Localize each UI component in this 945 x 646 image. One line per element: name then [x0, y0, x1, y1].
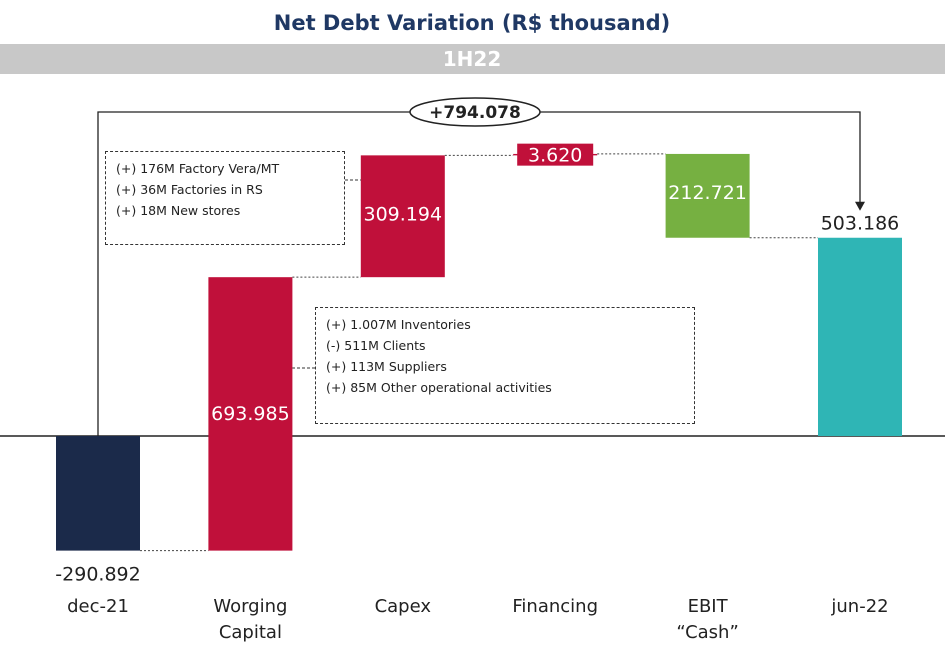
- value-label: 3.620: [528, 145, 582, 167]
- chart-title: Net Debt Variation (R$ thousand): [274, 11, 670, 35]
- arrow-head: [855, 201, 865, 211]
- x-tick-label: Capex: [374, 596, 432, 617]
- x-tick-label: Financing: [512, 596, 598, 617]
- value-label: -290.892: [55, 564, 140, 586]
- value-label-bg: [517, 143, 594, 166]
- annotation-line: (-) 511M Clients: [326, 338, 426, 353]
- x-tick-label: EBIT “Cash”: [676, 596, 739, 643]
- annotation-line: (+) 113M Suppliers: [326, 359, 447, 374]
- bar: [56, 436, 140, 551]
- value-label: 693.985: [211, 403, 290, 425]
- value-label-bg: [667, 180, 748, 205]
- value-label: 503.186: [821, 213, 900, 235]
- annotation-box: (+) 176M Factory Vera/MT (+) 36M Factorie…: [105, 151, 345, 245]
- x-tick-label: dec-21: [67, 596, 129, 617]
- annotation-line: (+) 85M Other operational activities: [326, 380, 552, 395]
- subtitle-band: [0, 44, 945, 74]
- value-label: 309.194: [364, 203, 443, 225]
- value-label-bg: [362, 202, 443, 227]
- total-label: +794.078: [429, 103, 521, 123]
- annotation-line: (+) 36M Factories in RS: [116, 182, 263, 197]
- value-label: 212.721: [668, 182, 747, 204]
- annotation-box: (+) 1.007M Inventories (-) 511M Clients (+…: [315, 307, 695, 424]
- bar: [818, 237, 902, 436]
- annotation-line: (+) 176M Factory Vera/MT: [116, 161, 280, 176]
- value-label-bg: [210, 402, 291, 426]
- annotation-line: (+) 18M New stores: [116, 203, 241, 218]
- total-oval: [409, 97, 541, 127]
- subtitle: 1H22: [443, 47, 502, 71]
- x-tick-label: jun-22: [831, 596, 889, 617]
- x-tick-label: Worging Capital: [213, 596, 288, 643]
- annotation-line: (+) 1.007M Inventories: [326, 317, 471, 332]
